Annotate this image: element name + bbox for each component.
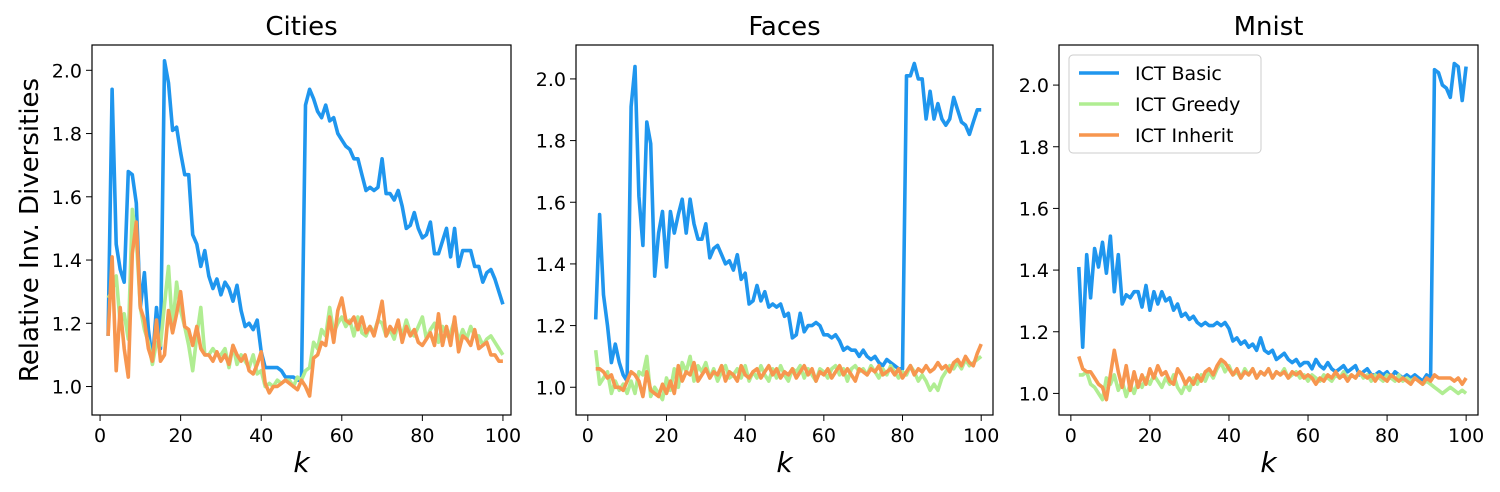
y-tick-label: 1.2 (1019, 322, 1049, 344)
plot-frame (91, 44, 512, 416)
x-tick-label: 100 (963, 425, 999, 447)
x-tick-label: 0 (1065, 425, 1077, 447)
x-tick-label: 20 (1138, 425, 1162, 447)
legend-label: ICT Basic (1135, 63, 1222, 85)
legend-box (1068, 54, 1262, 154)
y-tick-label: 1.2 (52, 313, 82, 335)
y-tick-label: 1.6 (1019, 198, 1049, 220)
y-tick-label: 1.8 (52, 124, 82, 146)
y-tick-label: 2.0 (1019, 75, 1049, 97)
x-tick-label: 20 (654, 425, 678, 447)
x-tick-label: 80 (890, 425, 914, 447)
x-axis-label: k (1260, 446, 1278, 479)
x-axis-label: k (776, 446, 794, 479)
y-axis-label: Relative Inv. Diversities (15, 78, 45, 382)
y-tick-label: 1.6 (52, 187, 82, 209)
y-tick-label: 1.0 (1019, 383, 1049, 405)
y-tick-label: 2.0 (52, 60, 82, 82)
y-tick-label: 1.8 (536, 131, 566, 153)
x-tick-label: 100 (1448, 425, 1484, 447)
x-tick-label: 0 (582, 425, 594, 447)
y-tick-label: 1.4 (1019, 260, 1049, 282)
y-tick-label: 1.4 (536, 254, 566, 276)
x-tick-label: 40 (249, 425, 273, 447)
x-tick-label: 80 (410, 425, 434, 447)
series-line-ict-inherit (1077, 348, 1468, 402)
y-tick-label: 1.6 (536, 192, 566, 214)
y-tick-label: 1.2 (536, 316, 566, 338)
y-tick-label: 1.0 (536, 377, 566, 399)
legend-label: ICT Greedy (1135, 94, 1240, 116)
y-tick-label: 2.0 (536, 69, 566, 91)
panel-cities: Cities 0 20 40 60 80 100 1.0 1.2 1.4 1.6 1.8 2.0 k (52, 12, 521, 479)
y-tick-label: 1.4 (52, 250, 82, 272)
series-line-ict-basic (106, 59, 505, 382)
series-line-ict-inherit (595, 343, 983, 399)
series-line-ict-basic (593, 61, 982, 383)
y-tick-label: 1.0 (52, 377, 82, 399)
x-tick-label: 20 (169, 425, 193, 447)
x-tick-label: 60 (1296, 425, 1320, 447)
panel-faces: Faces 0 20 40 60 80 100 1.0 1.2 1.4 1.6 1.8 2.0 k (536, 12, 1000, 479)
legend: ICT Basic ICT Greedy ICT Inherit (1068, 54, 1262, 154)
x-tick-label: 0 (94, 425, 106, 447)
x-tick-label: 40 (1217, 425, 1241, 447)
legend-label: ICT Inherit (1135, 125, 1233, 147)
panel-mnist: Mnist 0 20 40 60 80 100 1.0 1.2 1.4 1.6 1.8 2.0 k (1019, 12, 1484, 479)
plot-frame (575, 44, 994, 416)
x-tick-label: 40 (733, 425, 757, 447)
x-tick-label: 80 (1375, 425, 1399, 447)
panel-title: Faces (748, 12, 820, 42)
x-tick-label: 60 (330, 425, 354, 447)
y-tick-label: 1.8 (1019, 137, 1049, 159)
panel-title: Cities (265, 12, 337, 42)
panel-title: Mnist (1234, 12, 1304, 42)
plot-frame (1058, 44, 1479, 416)
x-tick-label: 100 (485, 425, 521, 447)
x-axis-label: k (293, 446, 311, 479)
x-tick-label: 60 (812, 425, 836, 447)
series-line-ict-inherit (106, 220, 503, 398)
